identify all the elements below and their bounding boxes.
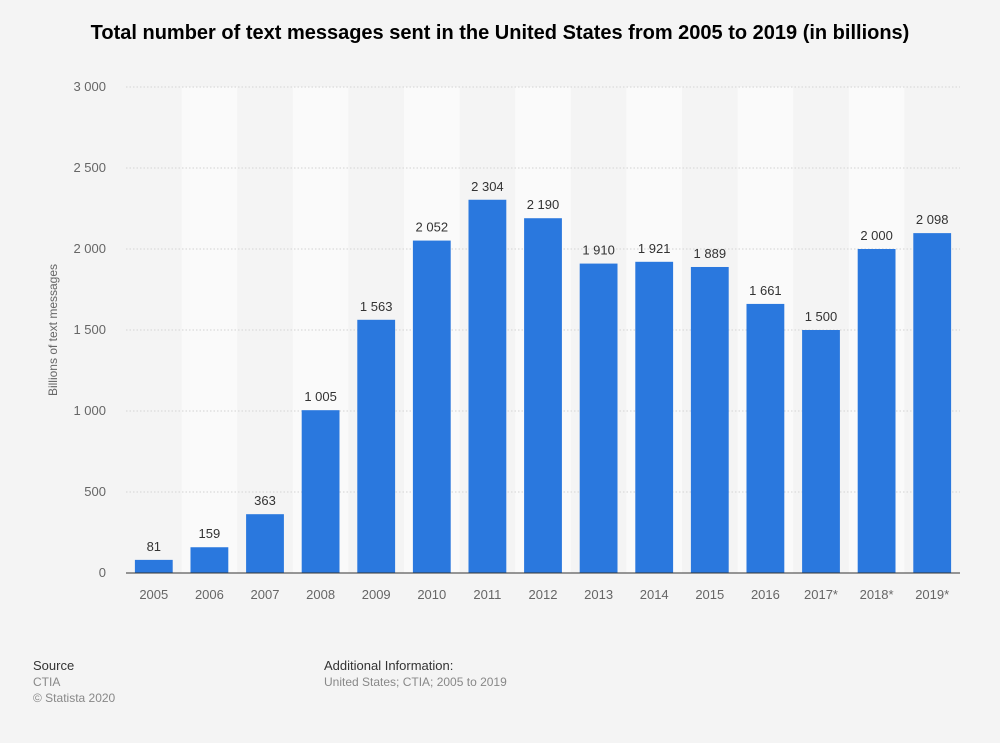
data-label: 1 921 (638, 241, 671, 256)
data-label: 1 910 (582, 243, 615, 258)
bar (468, 199, 507, 573)
chart-title: Total number of text messages sent in th… (90, 22, 910, 44)
bar (246, 514, 284, 573)
x-tick-label: 2009 (362, 587, 391, 602)
x-tick-label: 2017* (804, 587, 838, 602)
x-tick-label: 2011 (473, 587, 501, 602)
bars (134, 199, 952, 574)
data-label: 1 563 (360, 299, 393, 314)
y-axis-label: Billions of text messages (46, 264, 60, 396)
bar (524, 218, 562, 573)
source-name[interactable]: CTIA (33, 675, 61, 689)
info-heading: Additional Information: (324, 658, 454, 673)
y-axis-ticks: 0 500 1 000 1 500 2 000 2 500 3 000 (73, 79, 106, 580)
y-tick-label: 2 000 (73, 241, 106, 256)
data-label: 1 889 (694, 246, 727, 261)
bar (913, 233, 952, 573)
bar (190, 547, 229, 573)
bar (301, 410, 340, 573)
x-tick-label: 2008 (306, 587, 335, 602)
bar (802, 330, 840, 573)
data-labels: 81 159 363 1 005 1 563 2 052 2 304 2 190 1 910 1 … (147, 179, 949, 554)
data-label: 2 098 (916, 212, 949, 227)
x-tick-label: 2019* (915, 587, 949, 602)
bar (412, 240, 451, 574)
data-label: 1 500 (805, 309, 838, 324)
data-label: 363 (254, 493, 276, 508)
data-label: 2 052 (416, 220, 449, 235)
y-tick-label: 2 500 (73, 160, 106, 175)
source-heading: Source (33, 658, 75, 673)
bar (134, 559, 173, 573)
x-tick-label: 2013 (584, 587, 613, 602)
copyright: © Statista 2020 (33, 691, 116, 705)
bar (857, 249, 896, 573)
bar (357, 319, 396, 573)
data-label: 81 (147, 539, 161, 554)
data-label: 2 190 (527, 197, 560, 212)
x-tick-label: 2016 (751, 587, 780, 602)
bar (746, 303, 785, 573)
x-tick-label: 2010 (417, 587, 446, 602)
bar (690, 266, 729, 573)
x-tick-label: 2012 (529, 587, 558, 602)
y-tick-label: 1 000 (73, 403, 106, 418)
bar (635, 261, 674, 573)
x-axis-ticks: 2005 2006 2007 2008 2009 2010 2011 2012 2013 2014… (139, 587, 949, 602)
y-tick-label: 0 (99, 565, 106, 580)
additional-info-block: Additional Information: United States; C… (324, 658, 507, 690)
data-label: 2 000 (860, 228, 893, 243)
bar (579, 263, 618, 573)
x-tick-label: 2014 (640, 587, 669, 602)
x-tick-label: 2005 (139, 587, 168, 602)
x-tick-label: 2018* (860, 587, 894, 602)
y-tick-label: 500 (84, 484, 106, 499)
x-tick-label: 2007 (251, 587, 280, 602)
bar-chart: 0 500 1 000 1 500 2 000 2 500 3 000 81 159 363 1 … (46, 79, 960, 602)
source-block: Source CTIA © Statista 2020 (33, 658, 115, 706)
x-tick-label: 2015 (695, 587, 724, 602)
data-label: 2 304 (471, 179, 504, 194)
data-label: 159 (199, 526, 221, 541)
y-tick-label: 3 000 (73, 79, 106, 94)
data-label: 1 661 (749, 283, 782, 298)
x-tick-label: 2006 (195, 587, 224, 602)
y-tick-label: 1 500 (73, 322, 106, 337)
info-text: United States; CTIA; 2005 to 2019 (324, 675, 507, 689)
data-label: 1 005 (304, 389, 337, 404)
